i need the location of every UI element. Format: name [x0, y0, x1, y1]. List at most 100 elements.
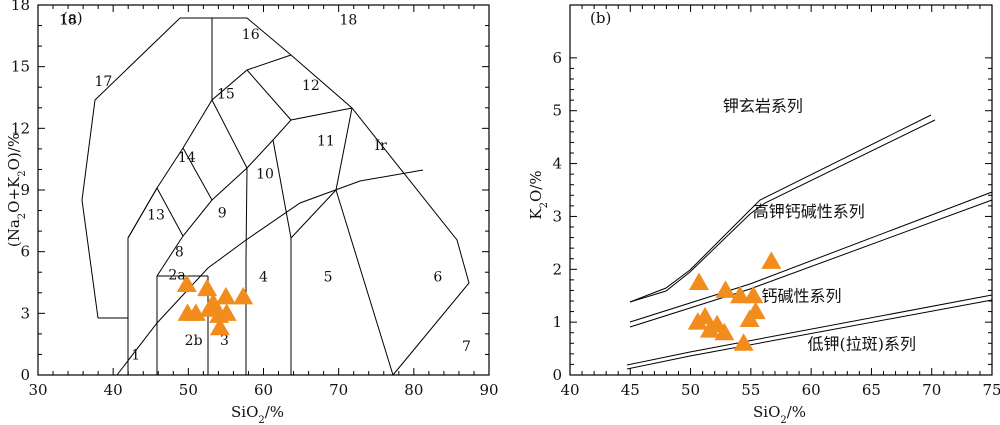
tas-field-label: 14	[178, 150, 196, 166]
k2o-y-tick-label: 1	[552, 313, 562, 331]
k2o-y-tick-label: 2	[552, 260, 562, 278]
k2o-x-tick-label: 40	[560, 381, 579, 399]
tas-sample-point	[199, 299, 220, 317]
tas-field-label: 1	[131, 347, 140, 363]
tas-field-label: 6	[433, 269, 442, 285]
k2o-y-tick-label: 3	[552, 207, 562, 225]
tas-field-label: Ir	[375, 138, 388, 154]
k2o-x-tick-label: 75	[982, 381, 1000, 399]
tas-field-labels: 1 2a 2b 3 4 5 6 7 8 9 10 11 12 13 14 15 16 17 18 18 Ir	[59, 12, 471, 363]
k2o-plot-frame	[569, 4, 993, 376]
tas-field-label: 9	[218, 206, 227, 222]
tas-field-label: 15	[217, 86, 235, 102]
tas-boundary-fan-2	[211, 99, 248, 169]
tas-field-label: 8	[175, 245, 184, 261]
tas-sample-point	[215, 286, 236, 305]
tas-field-label: 4	[259, 269, 268, 285]
k2o-points	[687, 251, 782, 351]
tas-x-tick-label: 30	[28, 381, 47, 399]
tas-x-tick-label: 70	[329, 381, 348, 399]
tas-y-tick-label: 18	[11, 0, 30, 14]
k2o-lowk-boundary-2	[626, 299, 993, 370]
tas-field-label: 13	[147, 208, 165, 224]
tas-field-label: 2a	[168, 267, 185, 283]
tas-boundary-outer	[81, 17, 470, 376]
tas-x-axis-label: SiO2/%	[231, 403, 284, 425]
tas-boundary-fan-5	[246, 69, 292, 121]
k2o-y-tick-label: 5	[552, 102, 562, 120]
tas-field-label: 7	[462, 339, 471, 355]
k2o-x-axis-label: SiO2/%	[753, 403, 806, 425]
tas-boundary-fan-1	[182, 147, 213, 201]
tas-boundary-lower-right	[290, 189, 337, 239]
tas-panel-label: (a)	[62, 9, 83, 27]
tas-y-tick-label: 3	[20, 304, 30, 322]
tas-sample-point	[176, 274, 197, 293]
tas-ticks	[37, 4, 490, 376]
k2o-x-tick-label: 50	[681, 381, 700, 399]
k2o-y-tick-label: 6	[552, 49, 562, 67]
tas-alkaline-divider-ir	[116, 169, 424, 376]
k2o-sample-point	[695, 306, 716, 325]
tas-boundary-fan-7	[272, 139, 292, 239]
k2o-lowk-boundary-1	[626, 294, 993, 366]
tas-sample-point	[216, 303, 237, 321]
tas-x-tick-label: 80	[404, 381, 423, 399]
tas-field-label: 11	[317, 134, 335, 150]
k2o-sample-point	[714, 322, 735, 341]
tas-x-tick-label: 60	[254, 381, 273, 399]
k2o-series-label: 高钾钙碱性系列	[753, 202, 865, 221]
k2o-series-label: 钾玄岩系列	[723, 96, 803, 115]
tas-boundary-fan-3	[156, 187, 184, 237]
k2o-series-label: 低钾(拉斑)系列	[808, 334, 917, 353]
tas-points	[176, 274, 254, 336]
tas-field-boundaries	[81, 17, 470, 376]
k2o-y-axis-label: K2O/%	[527, 170, 550, 219]
tas-sample-point	[197, 278, 218, 297]
tas-y-tick-label: 12	[11, 119, 30, 137]
k2o-x-tick-label: 60	[802, 381, 821, 399]
tas-field-label: 12	[302, 78, 320, 94]
tas-sample-point	[209, 317, 230, 336]
tas-field-label: 17	[94, 74, 112, 90]
tas-sample-point	[233, 286, 254, 305]
k2o-shoshonite-boundary-1	[629, 114, 932, 303]
k2o-highk-boundary-2	[629, 199, 993, 328]
k2o-x-tick-label: 70	[922, 381, 941, 399]
tas-y-tick-label: 9	[20, 181, 30, 199]
tas-y-axis-label: (Na2O+K2O)/%	[5, 133, 28, 247]
k2o-sample-point	[743, 285, 764, 304]
tas-y-tick-label: 6	[20, 243, 30, 261]
k2o-ticks	[569, 5, 993, 376]
tas-plot-frame	[37, 4, 490, 376]
tas-field-label: 3	[220, 333, 229, 349]
tas-x-tick-label: 90	[479, 381, 498, 399]
k2o-sample-point	[689, 272, 710, 290]
k2o-sample-point	[745, 301, 766, 320]
tas-field-label: 2b	[185, 333, 203, 349]
tas-field-label: 18	[340, 12, 358, 28]
k2o-x-tick-label: 65	[862, 381, 881, 399]
tas-x-tick-label: 50	[179, 381, 198, 399]
k2o-y-tick-label: 0	[552, 366, 562, 384]
k2o-x-tick-label: 45	[621, 381, 640, 399]
k2o-panel-label: (b)	[590, 9, 611, 27]
k2o-y-tick-label: 4	[552, 155, 562, 173]
k2o-x-tick-label: 55	[741, 381, 760, 399]
k2o-series-boundaries	[626, 114, 993, 370]
k2o-shoshonite-boundary-2	[629, 119, 936, 303]
tas-field-label: 18	[59, 12, 77, 28]
tas-x-tick-label: 40	[104, 381, 123, 399]
k2o-sample-point	[733, 333, 754, 351]
tas-field-label: 10	[256, 167, 274, 183]
k2o-series-label: 钙碱性系列	[761, 287, 841, 306]
k2o-highk-boundary-1	[629, 191, 993, 323]
tas-boundary-middle	[127, 54, 292, 239]
k2o-sample-point	[715, 280, 736, 298]
